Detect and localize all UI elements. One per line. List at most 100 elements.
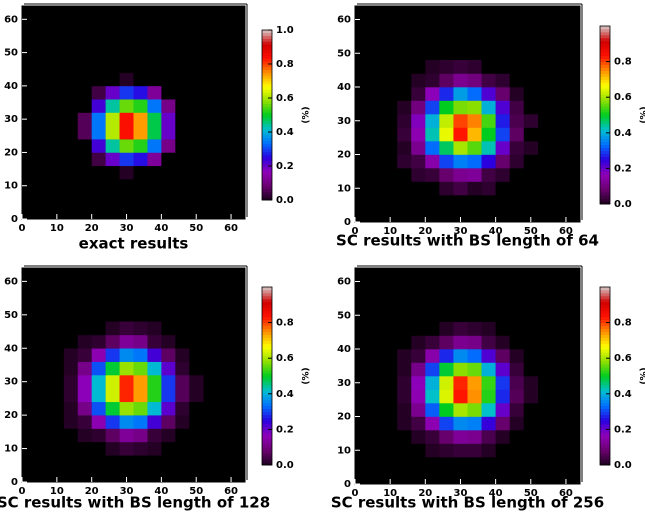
colorbar-swatch bbox=[600, 97, 610, 101]
colorbar-swatch bbox=[600, 447, 610, 451]
heat-cell bbox=[175, 375, 190, 389]
colorbar-swatch bbox=[262, 117, 272, 122]
heat-cell bbox=[523, 181, 539, 196]
heat-cell bbox=[509, 362, 525, 377]
colorbar-swatch bbox=[262, 367, 272, 371]
colorbar-swatch bbox=[600, 337, 610, 341]
colorbar-swatch bbox=[262, 334, 272, 338]
y-tick-label: 60 bbox=[337, 277, 351, 288]
colorbar-swatch bbox=[262, 157, 272, 161]
colorbar-tick-label: 0.2 bbox=[614, 424, 632, 435]
heat-cell bbox=[397, 168, 412, 182]
heat-cell bbox=[175, 125, 190, 140]
colorbar-tick-label: 0.0 bbox=[276, 460, 294, 471]
heat-cell bbox=[509, 127, 525, 142]
colorbar-swatch bbox=[262, 405, 272, 410]
heat-cell bbox=[63, 441, 79, 456]
heat-cell bbox=[411, 430, 426, 444]
colorbar-swatch bbox=[262, 143, 272, 147]
colorbar-swatch bbox=[262, 298, 272, 303]
colorbar-swatch bbox=[600, 411, 610, 415]
heat-cell bbox=[147, 401, 162, 416]
heat-cell bbox=[425, 100, 440, 115]
heat-cell bbox=[411, 335, 426, 350]
y-tick-label: 0 bbox=[344, 217, 351, 228]
colorbar-swatch bbox=[600, 55, 610, 60]
colorbar-swatch bbox=[600, 399, 610, 404]
heat-cell bbox=[63, 139, 79, 153]
colorbar-swatch bbox=[262, 399, 272, 404]
heat-cell bbox=[481, 154, 496, 169]
heat-cell bbox=[467, 60, 482, 74]
heat-cell bbox=[161, 152, 176, 167]
colorbar-swatch bbox=[600, 40, 610, 45]
heat-cell bbox=[175, 428, 190, 443]
heat-cell bbox=[63, 428, 79, 443]
colorbar-tick-label: 0.0 bbox=[276, 195, 294, 206]
heat-cell bbox=[397, 416, 412, 431]
x-tick-label: 10 bbox=[383, 488, 397, 499]
colorbar-tick-label: 0.2 bbox=[614, 163, 632, 174]
heat-cell bbox=[161, 59, 176, 73]
colorbar-swatch bbox=[600, 417, 610, 421]
heat-cell bbox=[77, 165, 92, 180]
colorbar-swatch bbox=[600, 313, 610, 318]
heat-cell bbox=[495, 168, 510, 182]
colorbar-swatch bbox=[262, 81, 272, 85]
colorbar-swatch bbox=[262, 177, 272, 181]
heat-cell bbox=[411, 114, 426, 128]
heat-cell bbox=[63, 401, 79, 416]
heat-cell bbox=[161, 375, 176, 389]
heat-cell bbox=[453, 389, 468, 404]
heat-cell bbox=[411, 141, 426, 155]
heat-cell bbox=[63, 348, 79, 362]
colorbar-swatch bbox=[600, 82, 610, 86]
colorbar-swatch bbox=[600, 408, 610, 412]
heat-cell bbox=[467, 181, 482, 196]
x-tick-label: 40 bbox=[489, 226, 503, 237]
heat-cell bbox=[91, 334, 106, 349]
heat-cell bbox=[439, 403, 454, 417]
colorbar-swatch bbox=[262, 83, 272, 88]
heat-cell bbox=[161, 415, 176, 429]
heat-cell bbox=[133, 428, 148, 443]
heat-cell bbox=[523, 127, 539, 142]
colorbar-swatch bbox=[600, 402, 610, 407]
heat-cell bbox=[453, 349, 468, 363]
heat-cell bbox=[439, 114, 454, 128]
heat-cell bbox=[119, 334, 134, 349]
heat-cell bbox=[105, 152, 120, 167]
colorbar-tick-label: 0.6 bbox=[276, 93, 294, 104]
heat-cell bbox=[189, 415, 204, 429]
heat-cell bbox=[175, 348, 190, 362]
heat-cell bbox=[133, 361, 148, 376]
heat-cell bbox=[425, 127, 440, 142]
colorbar-swatch bbox=[262, 129, 272, 133]
colorbar-swatch bbox=[600, 435, 610, 439]
colorbar-swatch bbox=[262, 140, 272, 144]
heat-cell bbox=[175, 388, 190, 403]
heat-cell bbox=[425, 322, 440, 336]
heat-cell bbox=[509, 60, 525, 74]
heat-cell bbox=[439, 154, 454, 169]
heat-cell bbox=[467, 430, 482, 444]
heat-cell bbox=[91, 139, 106, 153]
heat-cell bbox=[189, 441, 204, 456]
colorbar-swatch bbox=[600, 441, 610, 445]
heat-cell bbox=[105, 85, 120, 100]
colorbar-swatch bbox=[262, 86, 272, 90]
colorbar-swatch bbox=[600, 144, 610, 149]
colorbar-swatch bbox=[262, 307, 272, 312]
heat-cell bbox=[91, 179, 106, 193]
heat-cell bbox=[105, 388, 120, 403]
colorbar-swatch bbox=[600, 373, 610, 377]
heat-cell bbox=[495, 181, 510, 196]
y-tick-label: 60 bbox=[4, 14, 18, 25]
colorbar-swatch bbox=[262, 123, 272, 127]
plot-frame bbox=[21, 267, 246, 483]
colorbar-frame bbox=[261, 29, 273, 201]
heat-cell bbox=[77, 415, 92, 429]
colorbar-tick-label: 0.2 bbox=[276, 424, 294, 435]
heat-cell bbox=[105, 139, 120, 153]
heat-cell bbox=[481, 127, 496, 142]
